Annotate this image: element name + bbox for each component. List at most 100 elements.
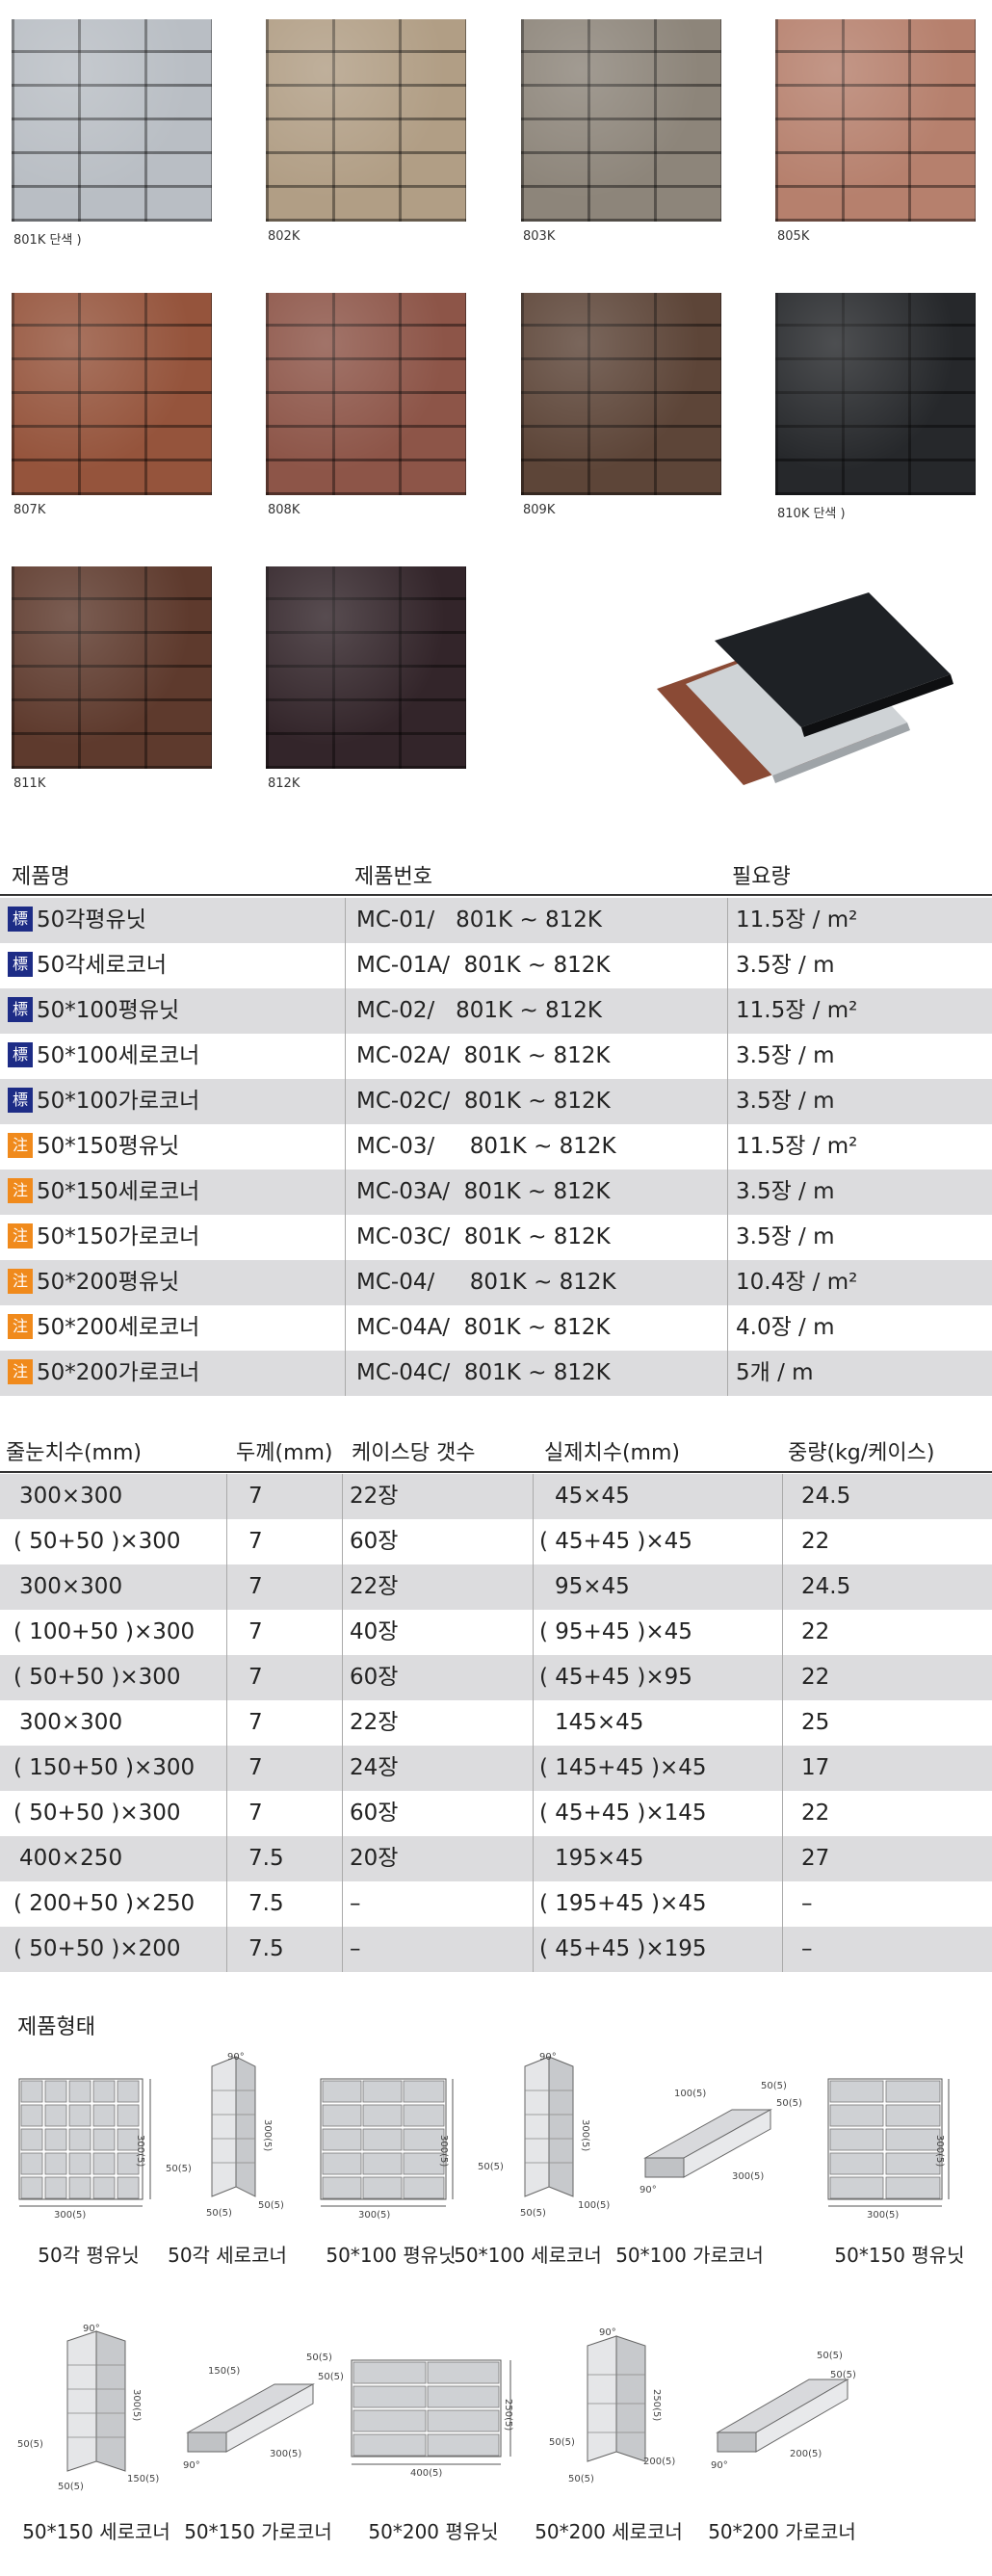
badge-icon: 注: [8, 1358, 33, 1384]
product-code: MC-03/ 801K ~ 812K: [356, 1134, 616, 1159]
dim-label: 50(5): [166, 2164, 192, 2174]
dim-label: 90°: [640, 2185, 657, 2195]
dim-label: 300(5): [270, 2449, 302, 2459]
product-name-cell: 標 50*100가로코너: [8, 1079, 199, 1124]
diagram-50x100-horizontal-corner: [643, 2109, 772, 2178]
product-code: MC-01/ 801K ~ 812K: [356, 907, 603, 933]
spec-joint-size: 300×300: [19, 1574, 123, 1599]
spec-pieces-per-case: 40장: [350, 1619, 399, 1644]
spec-thickness: 7.5: [248, 1846, 284, 1871]
badge-icon: 注: [8, 1313, 33, 1339]
dim-label: 200(5): [790, 2449, 822, 2459]
shape-label: 50*150 세로코너: [22, 2520, 170, 2543]
product-name: 50*200세로코너: [37, 1315, 200, 1340]
tile-swatch: [521, 19, 721, 222]
spec-weight: 17: [801, 1755, 830, 1780]
spec-thickness: 7.5: [248, 1936, 284, 1961]
spec-joint-size: ( 150+50 )×300: [13, 1755, 196, 1780]
dim-label: 300(5): [262, 2119, 273, 2152]
diagram-50x150-horizontal-corner: [186, 2383, 315, 2453]
diagram-50x200-flat-unit: [351, 2359, 511, 2465]
spec-actual-size: 45×45: [555, 1484, 630, 1509]
dim-label: 300(5): [732, 2171, 765, 2182]
spec-weight: 24.5: [801, 1484, 851, 1509]
product-row: 標 50각평유닛 MC-01/ 801K ~ 812K 11.5장 / m²: [0, 898, 992, 943]
header-required-qty: 필요량: [732, 865, 791, 889]
dim-label: 150(5): [127, 2474, 160, 2484]
spec-thickness: 7.5: [248, 1891, 284, 1916]
badge-icon: 注: [8, 1132, 33, 1158]
dim-label: 300(5): [358, 2210, 391, 2221]
shape-diagrams: [18, 2056, 950, 2472]
spec-pieces-per-case: 22장: [350, 1710, 399, 1735]
shape-label: 50*150 가로코너: [184, 2520, 332, 2543]
product-name-cell: 注 50*150세로코너: [8, 1170, 199, 1215]
product-qty: 11.5장 / m²: [736, 998, 858, 1023]
spec-actual-size: ( 95+45 )×45: [539, 1619, 692, 1644]
product-qty: 11.5장 / m²: [736, 907, 858, 933]
product-name-cell: 注 50*200세로코너: [8, 1305, 199, 1351]
tile-swatch-code: 803K: [523, 229, 556, 244]
product-name-cell: 標 50각평유닛: [8, 898, 146, 943]
product-code: MC-02/ 801K ~ 812K: [356, 998, 603, 1023]
badge-icon: 標: [8, 1087, 33, 1113]
dim-label: 50(5): [520, 2208, 546, 2219]
spec-weight: 22: [801, 1665, 830, 1690]
spec-weight: –: [801, 1936, 813, 1961]
dim-label: 150(5): [208, 2366, 241, 2377]
product-qty: 3.5장 / m: [736, 953, 835, 978]
badge-icon: 注: [8, 1222, 33, 1249]
dim-label: 50(5): [17, 2439, 43, 2450]
product-row: 標 50*100가로코너 MC-02C/ 801K ~ 812K 3.5장 / m: [0, 1079, 992, 1124]
spec-actual-size: ( 45+45 )×145: [539, 1801, 707, 1826]
spec-actual-size: 145×45: [555, 1710, 644, 1735]
spec-joint-size: ( 200+50 )×250: [13, 1891, 196, 1916]
tile-swatch: [12, 566, 212, 769]
product-name-cell: 注 50*150평유닛: [8, 1124, 179, 1170]
diagram-50-vertical-corner: [211, 2056, 256, 2197]
dim-label: 50(5): [206, 2208, 232, 2219]
header-pieces-per-case: 케이스당 갯수: [352, 1441, 476, 1465]
badge-icon: 注: [8, 1268, 33, 1294]
product-name: 50*200가로코너: [37, 1360, 200, 1385]
shape-label: 50각 평유닛: [38, 2244, 140, 2267]
diagram-50x150-flat-unit: [827, 2078, 950, 2207]
shape-label: 50*200 평유닛: [368, 2520, 499, 2543]
dim-label: 50(5): [568, 2474, 594, 2484]
dim-label: 50(5): [776, 2098, 802, 2109]
dim-label: 100(5): [674, 2089, 707, 2099]
spec-pieces-per-case: –: [350, 1891, 361, 1916]
badge-icon: 標: [8, 951, 33, 977]
product-qty: 11.5장 / m²: [736, 1134, 858, 1159]
spec-joint-size: ( 50+50 )×200: [13, 1936, 181, 1961]
product-code: MC-04/ 801K ~ 812K: [356, 1270, 616, 1295]
shape-label: 50*100 평유닛: [326, 2244, 457, 2267]
tile-swatch: [266, 566, 466, 769]
header-thickness: 두께(mm): [236, 1441, 333, 1465]
spec-weight: 22: [801, 1801, 830, 1826]
tile-swatch-code: 812K: [268, 776, 300, 791]
diagram-50x100-flat-unit: [320, 2078, 454, 2207]
product-code: MC-02A/ 801K ~ 812K: [356, 1043, 611, 1068]
dim-label: 50(5): [761, 2081, 787, 2091]
product-row: 標 50각세로코너 MC-01A/ 801K ~ 812K 3.5장 / m: [0, 943, 992, 988]
dim-label: 300(5): [54, 2210, 87, 2221]
product-name: 50각세로코너: [37, 953, 168, 978]
shape-label: 50각 세로코너: [168, 2244, 287, 2267]
product-row: 標 50*100평유닛 MC-02/ 801K ~ 812K 11.5장 / m²: [0, 988, 992, 1034]
product-code: MC-03A/ 801K ~ 812K: [356, 1179, 611, 1204]
spec-row: 300×300 7 22장 45×45 24.5: [0, 1474, 992, 1519]
dim-label: 90°: [599, 2327, 616, 2338]
dim-label: 250(5): [651, 2389, 662, 2422]
dim-label: 300(5): [135, 2135, 145, 2168]
spec-joint-size: ( 50+50 )×300: [13, 1801, 181, 1826]
spec-actual-size: 95×45: [555, 1574, 630, 1599]
spec-actual-size: ( 45+45 )×195: [539, 1936, 707, 1961]
header-actual-size: 실제치수(mm): [544, 1441, 680, 1465]
dim-label: 90°: [183, 2460, 200, 2471]
spec-joint-size: ( 50+50 )×300: [13, 1665, 181, 1690]
dim-label: 50(5): [318, 2372, 344, 2382]
spec-row: 300×300 7 22장 95×45 24.5: [0, 1564, 992, 1610]
tile-swatch: [12, 19, 212, 222]
spec-row: 300×300 7 22장 145×45 25: [0, 1700, 992, 1746]
